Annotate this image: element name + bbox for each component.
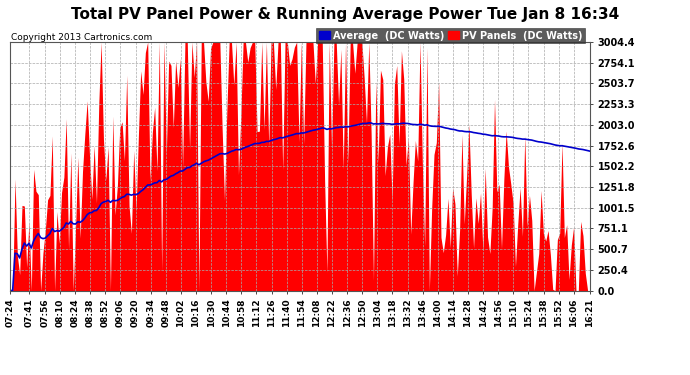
Text: Total PV Panel Power & Running Average Power Tue Jan 8 16:34: Total PV Panel Power & Running Average P… [71,8,619,22]
Legend: Average  (DC Watts), PV Panels  (DC Watts): Average (DC Watts), PV Panels (DC Watts) [316,28,585,43]
Text: Copyright 2013 Cartronics.com: Copyright 2013 Cartronics.com [11,33,152,42]
